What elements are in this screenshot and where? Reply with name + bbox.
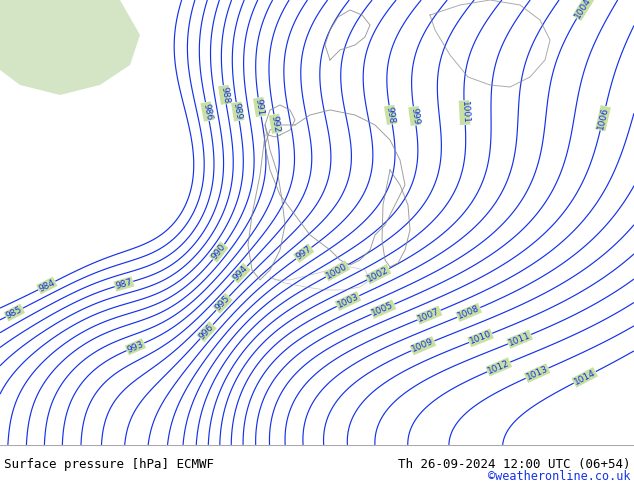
Text: 1013: 1013 [525,364,550,382]
Text: 986: 986 [201,102,214,121]
Text: 993: 993 [126,339,145,354]
Text: 1011: 1011 [507,331,532,348]
Text: 1004: 1004 [573,0,593,20]
Text: 1002: 1002 [366,265,391,284]
Text: 1006: 1006 [596,106,610,130]
Text: 997: 997 [294,245,313,262]
Text: Surface pressure [hPa] ECMWF: Surface pressure [hPa] ECMWF [4,458,214,470]
Text: 996: 996 [197,322,216,341]
Text: 987: 987 [114,277,134,291]
Text: Th 26-09-2024 12:00 UTC (06+54): Th 26-09-2024 12:00 UTC (06+54) [398,458,630,470]
Text: 1001: 1001 [460,101,470,124]
Text: 990: 990 [210,243,228,262]
Text: 1007: 1007 [417,307,441,324]
Text: ©weatheronline.co.uk: ©weatheronline.co.uk [488,470,630,483]
Text: 989: 989 [232,102,243,121]
Text: 988: 988 [219,86,230,104]
Text: 1014: 1014 [573,368,597,387]
Text: 994: 994 [231,264,250,283]
Text: 999: 999 [409,107,420,125]
Text: 1009: 1009 [411,337,435,354]
Text: 1000: 1000 [325,261,349,280]
Text: 1010: 1010 [469,329,493,346]
Text: 992: 992 [269,115,281,133]
Text: 995: 995 [214,294,232,313]
Text: 998: 998 [385,106,396,124]
Text: 1005: 1005 [371,300,395,318]
Text: 1008: 1008 [456,304,481,321]
Text: 985: 985 [4,305,24,320]
Text: 991: 991 [254,98,266,116]
Polygon shape [0,0,140,95]
Text: 1012: 1012 [486,358,511,375]
Text: 984: 984 [37,278,56,294]
Text: 1003: 1003 [335,292,360,310]
